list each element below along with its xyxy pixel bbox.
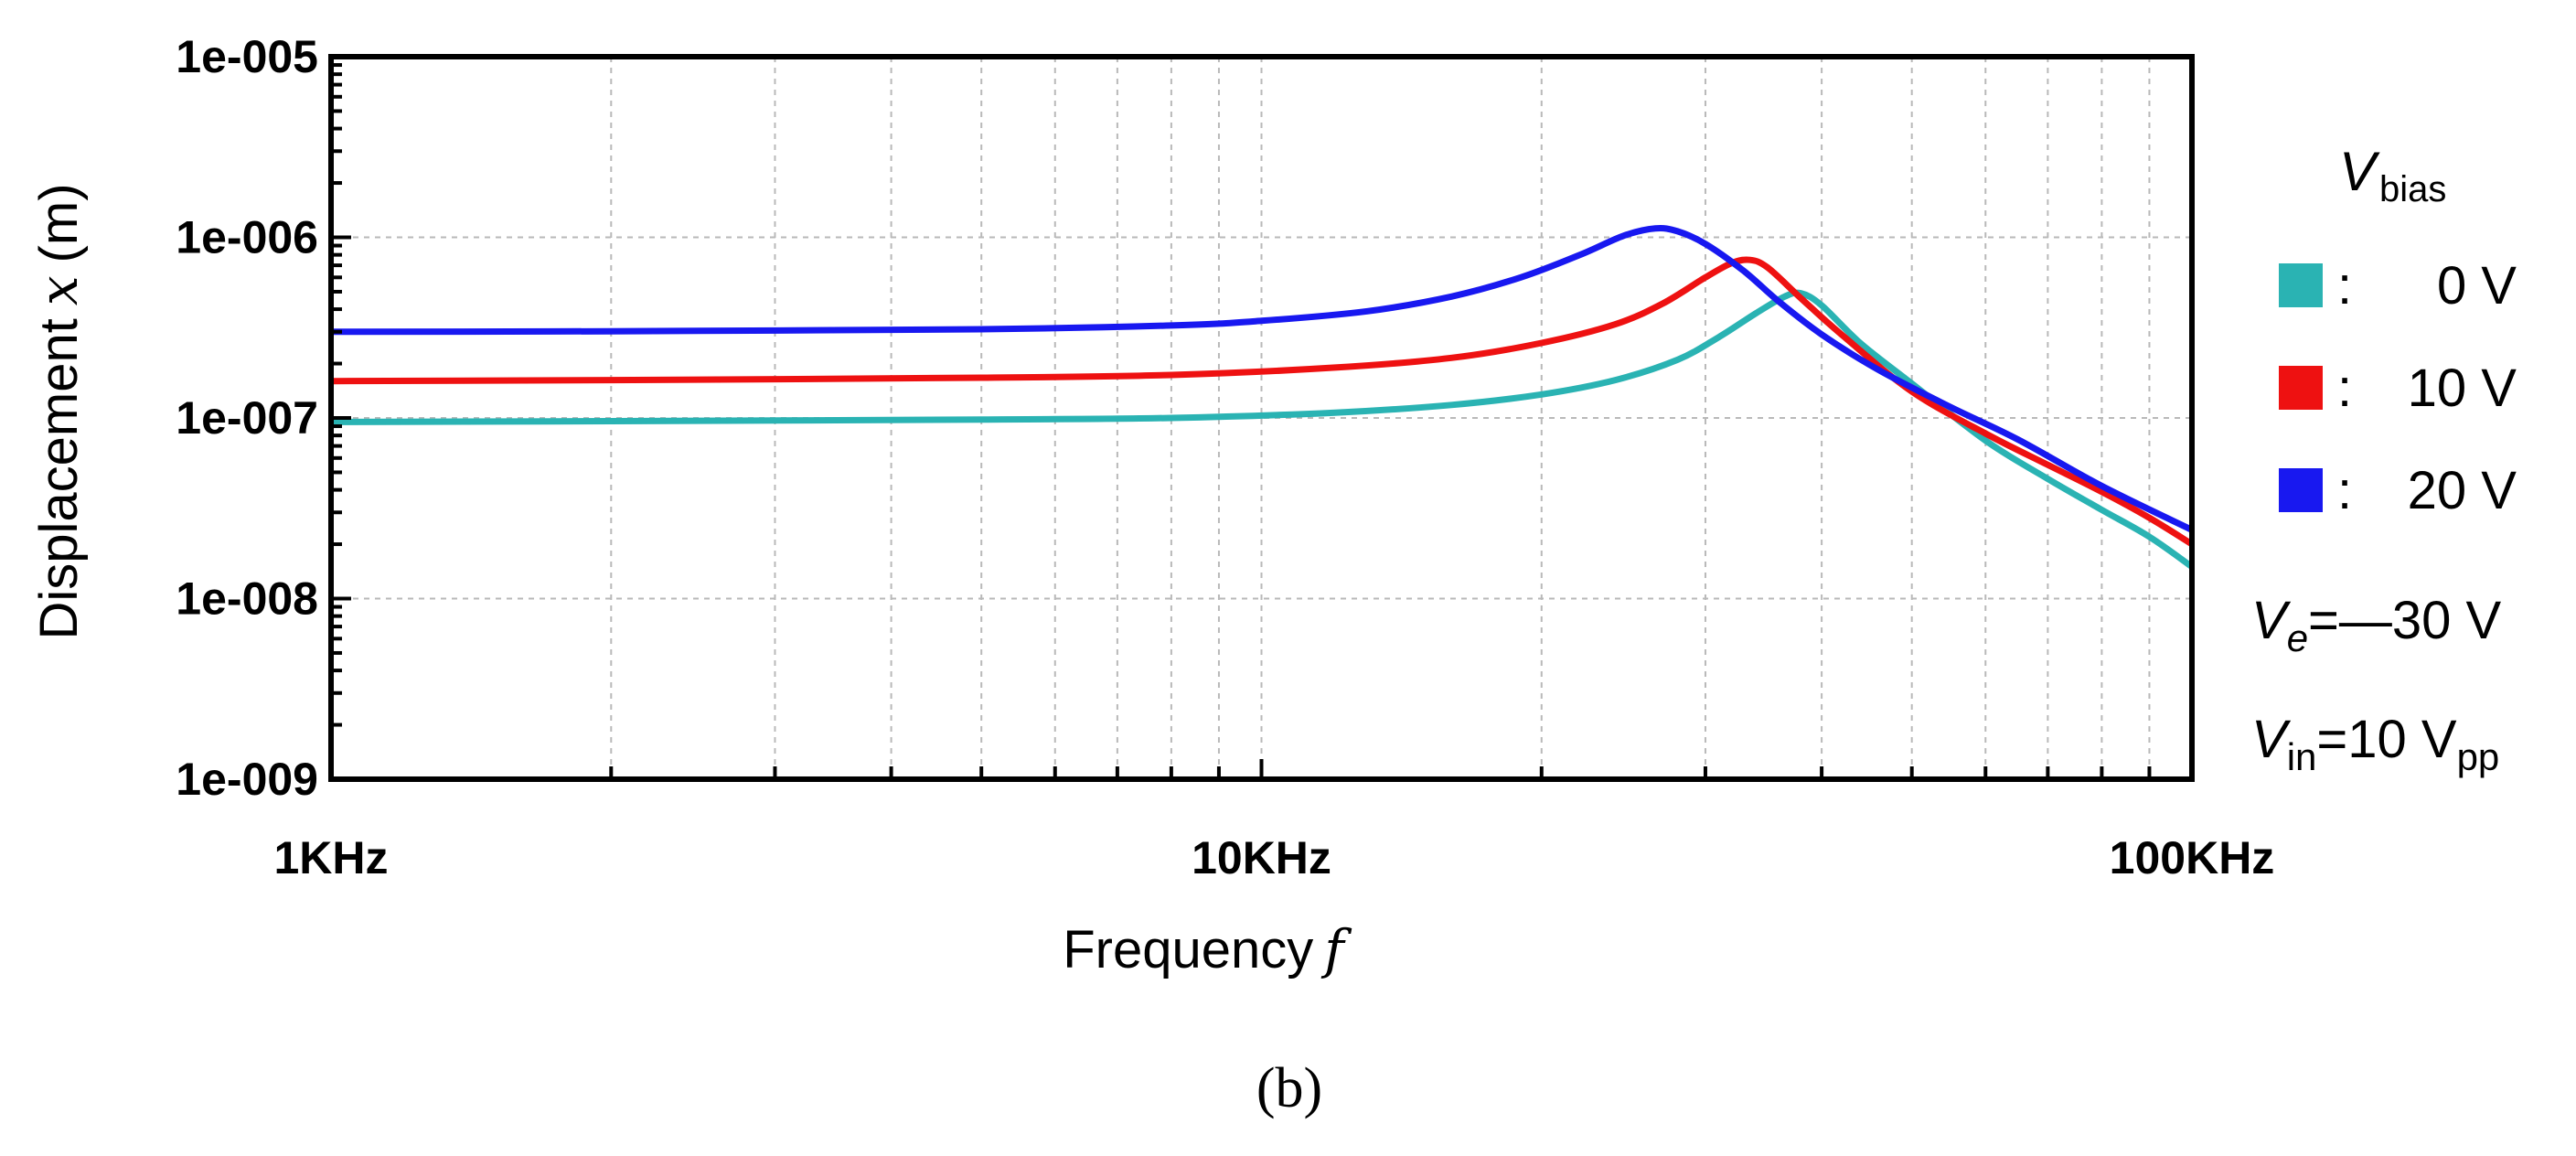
legend-colon-2: : xyxy=(2337,461,2352,520)
legend-swatch-1 xyxy=(2279,366,2323,410)
figure-caption: (b) xyxy=(1256,1057,1322,1119)
ve-sub: e xyxy=(2287,616,2308,659)
series-line-0 xyxy=(330,289,2195,570)
legend-label-2: 20 V xyxy=(2408,461,2517,520)
vin-sub: in xyxy=(2287,735,2317,778)
legend-label-0: 0 V xyxy=(2437,256,2517,316)
legend-swatch-2 xyxy=(2279,468,2323,512)
vin-unit-sub: pp xyxy=(2457,735,2500,778)
series-layer xyxy=(330,225,2195,570)
x-tick-label: 1KHz xyxy=(273,832,388,883)
series-line-2 xyxy=(330,225,2194,533)
y-tick-label: 1e-008 xyxy=(176,573,318,625)
y-axis-label-var: x xyxy=(27,275,90,305)
vin-value: =10 V xyxy=(2316,710,2456,769)
x-axis-label: Frequency f xyxy=(1063,918,1352,980)
x-tick-label: 10KHz xyxy=(1192,832,1331,883)
legend-colon-1: : xyxy=(2337,359,2352,418)
vin-main: V xyxy=(2251,710,2292,769)
vin-annotation: Vin=10 Vpp xyxy=(2251,710,2499,778)
legend-label-1: 10 V xyxy=(2408,359,2517,418)
series-line-1 xyxy=(330,256,2194,547)
y-tick-label: 1e-006 xyxy=(176,212,318,263)
y-tick-labels: 1e-005 1e-006 1e-007 1e-008 1e-009 xyxy=(176,31,318,805)
y-axis-label-text: Displacement xyxy=(29,318,89,639)
x-tick-labels: 1KHz 10KHz 100KHz xyxy=(273,832,2274,883)
x-axis-label-var: f xyxy=(1320,918,1352,980)
y-axis-label-unit: (m) xyxy=(29,183,89,262)
ve-annotation: Ve=—30 V xyxy=(2251,591,2502,659)
legend-entries: :0 V: 10 V: 20 V xyxy=(2279,256,2517,520)
ve-value: =—30 V xyxy=(2308,591,2501,650)
ve-main: V xyxy=(2251,591,2292,650)
y-tick-label: 1e-007 xyxy=(176,392,318,444)
x-tick-label: 100KHz xyxy=(2110,832,2275,883)
legend-colon-0: : xyxy=(2337,256,2352,316)
y-axis-label: Displacement x (m) xyxy=(27,183,90,639)
y-tick-label: 1e-009 xyxy=(176,754,318,805)
legend-swatch-0 xyxy=(2279,263,2323,307)
legend-title-sub: bias xyxy=(2379,169,2446,209)
legend-title-main: V xyxy=(2339,141,2380,202)
y-tick-label: 1e-005 xyxy=(176,31,318,82)
axis-ticks xyxy=(331,63,2194,781)
x-axis-label-text: Frequency xyxy=(1063,920,1313,979)
